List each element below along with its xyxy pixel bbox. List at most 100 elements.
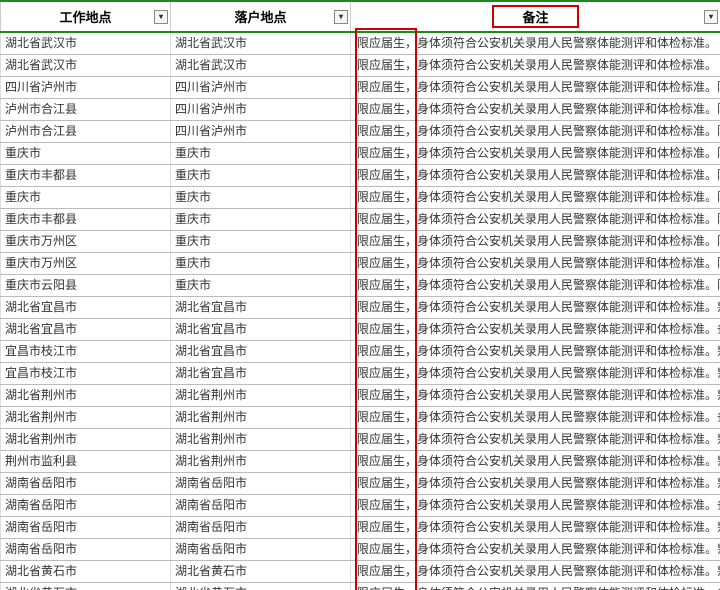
cell-residence-location[interactable]: 湖北省宜昌市: [171, 319, 351, 341]
cell-work-location[interactable]: 湖北省宜昌市: [1, 319, 171, 341]
cell-remark[interactable]: 限应届生，身体须符合公安机关录用人民警察体能测评和体检标准。熟悉当地: [351, 451, 720, 473]
cell-residence-location[interactable]: 湖北省黄石市: [171, 583, 351, 590]
cell-residence-location[interactable]: 湖北省荆州市: [171, 385, 351, 407]
cell-remark[interactable]: 限应届生，身体须符合公安机关录用人民警察体能测评和体检标准。熟悉当地: [351, 517, 720, 539]
cell-work-location[interactable]: 湖南省岳阳市: [1, 495, 171, 517]
cell-residence-location[interactable]: 湖南省岳阳市: [171, 539, 351, 561]
cell-remark[interactable]: 限应届生，身体须符合公安机关录用人民警察体能测评和体检标准。限重庆户: [351, 275, 720, 297]
cell-residence-location[interactable]: 湖北省宜昌市: [171, 297, 351, 319]
cell-remark[interactable]: 限应届生，身体须符合公安机关录用人民警察体能测评和体检标准。条件较艰: [351, 319, 720, 341]
cell-residence-location[interactable]: 重庆市: [171, 275, 351, 297]
cell-work-location[interactable]: 荆州市监利县: [1, 451, 171, 473]
cell-work-location[interactable]: 湖南省岳阳市: [1, 517, 171, 539]
cell-work-location[interactable]: 四川省泸州市: [1, 77, 171, 99]
cell-residence-location[interactable]: 四川省泸州市: [171, 77, 351, 99]
filter-dropdown-icon[interactable]: ▾: [704, 10, 718, 24]
cell-remark[interactable]: 限应届生，身体须符合公安机关录用人民警察体能测评和体检标准。熟悉当地: [351, 297, 720, 319]
cell-residence-location[interactable]: 重庆市: [171, 165, 351, 187]
cell-work-location[interactable]: 湖北省武汉市: [1, 55, 171, 77]
cell-remark[interactable]: 限应届生，身体须符合公安机关录用人民警察体能测评和体检标准。熟悉当地: [351, 363, 720, 385]
cell-residence-location[interactable]: 湖北省武汉市: [171, 32, 351, 55]
table-row[interactable]: 宜昌市枝江市湖北省宜昌市限应届生，身体须符合公安机关录用人民警察体能测评和体检标…: [1, 341, 720, 363]
cell-work-location[interactable]: 湖南省岳阳市: [1, 539, 171, 561]
header-residence-location[interactable]: 落户地点 ▾: [171, 1, 351, 32]
table-row[interactable]: 泸州市合江县四川省泸州市限应届生，身体须符合公安机关录用人民警察体能测评和体检标…: [1, 99, 720, 121]
cell-remark[interactable]: 限应届生，身体须符合公安机关录用人民警察体能测评和体检标准。限四川户: [351, 77, 720, 99]
cell-residence-location[interactable]: 四川省泸州市: [171, 121, 351, 143]
cell-work-location[interactable]: 湖南省岳阳市: [1, 473, 171, 495]
table-row[interactable]: 重庆市丰都县重庆市限应届生，身体须符合公安机关录用人民警察体能测评和体检标准。限…: [1, 209, 720, 231]
cell-residence-location[interactable]: 湖北省武汉市: [171, 55, 351, 77]
cell-remark[interactable]: 限应届生，身体须符合公安机关录用人民警察体能测评和体检标准。限重庆户: [351, 143, 720, 165]
cell-remark[interactable]: 限应届生，身体须符合公安机关录用人民警察体能测评和体检标准。限重庆户: [351, 231, 720, 253]
table-row[interactable]: 湖北省武汉市湖北省武汉市限应届生，身体须符合公安机关录用人民警察体能测评和体检标…: [1, 32, 720, 55]
cell-residence-location[interactable]: 湖北省荆州市: [171, 429, 351, 451]
table-row[interactable]: 湖北省黄石市湖北省黄石市限应届生，身体须符合公安机关录用人民警察体能测评和体检标…: [1, 583, 720, 590]
table-row[interactable]: 湖南省岳阳市湖南省岳阳市限应届生，身体须符合公安机关录用人民警察体能测评和体检标…: [1, 539, 720, 561]
table-row[interactable]: 四川省泸州市四川省泸州市限应届生，身体须符合公安机关录用人民警察体能测评和体检标…: [1, 77, 720, 99]
table-row[interactable]: 湖北省荆州市湖北省荆州市限应届生，身体须符合公安机关录用人民警察体能测评和体检标…: [1, 407, 720, 429]
cell-work-location[interactable]: 重庆市万州区: [1, 253, 171, 275]
cell-remark[interactable]: 限应届生，身体须符合公安机关录用人民警察体能测评和体检标准。: [351, 55, 720, 77]
header-work-location[interactable]: 工作地点 ▾: [1, 1, 171, 32]
cell-remark[interactable]: 限应届生，身体须符合公安机关录用人民警察体能测评和体检标准。限四川户: [351, 121, 720, 143]
cell-remark[interactable]: 限应届生，身体须符合公安机关录用人民警察体能测评和体检标准。熟悉当地: [351, 341, 720, 363]
cell-residence-location[interactable]: 重庆市: [171, 209, 351, 231]
cell-remark[interactable]: 限应届生，身体须符合公安机关录用人民警察体能测评和体检标准。限重庆户: [351, 187, 720, 209]
cell-work-location[interactable]: 重庆市丰都县: [1, 209, 171, 231]
cell-work-location[interactable]: 湖北省荆州市: [1, 429, 171, 451]
cell-remark[interactable]: 限应届生，身体须符合公安机关录用人民警察体能测评和体检标准。限重庆户: [351, 253, 720, 275]
cell-remark[interactable]: 限应届生，身体须符合公安机关录用人民警察体能测评和体检标准。熟悉当地: [351, 429, 720, 451]
cell-remark[interactable]: 限应届生，身体须符合公安机关录用人民警察体能测评和体检标准。熟悉当地: [351, 473, 720, 495]
cell-work-location[interactable]: 重庆市: [1, 143, 171, 165]
cell-remark[interactable]: 限应届生，身体须符合公安机关录用人民警察体能测评和体检标准。条件较艰: [351, 583, 720, 590]
table-row[interactable]: 湖北省宜昌市湖北省宜昌市限应届生，身体须符合公安机关录用人民警察体能测评和体检标…: [1, 319, 720, 341]
table-row[interactable]: 湖南省岳阳市湖南省岳阳市限应届生，身体须符合公安机关录用人民警察体能测评和体检标…: [1, 495, 720, 517]
cell-work-location[interactable]: 湖北省荆州市: [1, 385, 171, 407]
cell-residence-location[interactable]: 湖北省宜昌市: [171, 363, 351, 385]
table-row[interactable]: 湖北省黄石市湖北省黄石市限应届生，身体须符合公安机关录用人民警察体能测评和体检标…: [1, 561, 720, 583]
table-row[interactable]: 重庆市重庆市限应届生，身体须符合公安机关录用人民警察体能测评和体检标准。限重庆户: [1, 143, 720, 165]
table-row[interactable]: 湖南省岳阳市湖南省岳阳市限应届生，身体须符合公安机关录用人民警察体能测评和体检标…: [1, 473, 720, 495]
cell-remark[interactable]: 限应届生，身体须符合公安机关录用人民警察体能测评和体检标准。熟悉当地: [351, 539, 720, 561]
cell-work-location[interactable]: 宜昌市枝江市: [1, 363, 171, 385]
table-row[interactable]: 荆州市监利县湖北省荆州市限应届生，身体须符合公安机关录用人民警察体能测评和体检标…: [1, 451, 720, 473]
filter-dropdown-icon[interactable]: ▾: [154, 10, 168, 24]
table-row[interactable]: 泸州市合江县四川省泸州市限应届生，身体须符合公安机关录用人民警察体能测评和体检标…: [1, 121, 720, 143]
cell-remark[interactable]: 限应届生，身体须符合公安机关录用人民警察体能测评和体检标准。熟悉当地: [351, 561, 720, 583]
cell-residence-location[interactable]: 湖北省宜昌市: [171, 341, 351, 363]
cell-work-location[interactable]: 重庆市: [1, 187, 171, 209]
cell-remark[interactable]: 限应届生，身体须符合公安机关录用人民警察体能测评和体检标准。限四川户: [351, 99, 720, 121]
cell-residence-location[interactable]: 湖北省荆州市: [171, 407, 351, 429]
table-row[interactable]: 湖南省岳阳市湖南省岳阳市限应届生，身体须符合公安机关录用人民警察体能测评和体检标…: [1, 517, 720, 539]
cell-residence-location[interactable]: 湖北省荆州市: [171, 451, 351, 473]
cell-work-location[interactable]: 宜昌市枝江市: [1, 341, 171, 363]
header-remark[interactable]: 备注 ▾: [351, 1, 720, 32]
cell-residence-location[interactable]: 重庆市: [171, 231, 351, 253]
table-row[interactable]: 重庆市重庆市限应届生，身体须符合公安机关录用人民警察体能测评和体检标准。限重庆户: [1, 187, 720, 209]
table-row[interactable]: 重庆市丰都县重庆市限应届生，身体须符合公安机关录用人民警察体能测评和体检标准。限…: [1, 165, 720, 187]
table-row[interactable]: 宜昌市枝江市湖北省宜昌市限应届生，身体须符合公安机关录用人民警察体能测评和体检标…: [1, 363, 720, 385]
table-row[interactable]: 重庆市云阳县重庆市限应届生，身体须符合公安机关录用人民警察体能测评和体检标准。限…: [1, 275, 720, 297]
cell-residence-location[interactable]: 重庆市: [171, 253, 351, 275]
cell-work-location[interactable]: 泸州市合江县: [1, 99, 171, 121]
table-row[interactable]: 重庆市万州区重庆市限应届生，身体须符合公安机关录用人民警察体能测评和体检标准。限…: [1, 253, 720, 275]
cell-work-location[interactable]: 湖北省黄石市: [1, 561, 171, 583]
cell-work-location[interactable]: 泸州市合江县: [1, 121, 171, 143]
cell-work-location[interactable]: 湖北省宜昌市: [1, 297, 171, 319]
cell-remark[interactable]: 限应届生，身体须符合公安机关录用人民警察体能测评和体检标准。限重庆户: [351, 165, 720, 187]
table-row[interactable]: 重庆市万州区重庆市限应届生，身体须符合公安机关录用人民警察体能测评和体检标准。限…: [1, 231, 720, 253]
cell-remark[interactable]: 限应届生，身体须符合公安机关录用人民警察体能测评和体检标准。: [351, 32, 720, 55]
cell-remark[interactable]: 限应届生，身体须符合公安机关录用人民警察体能测评和体检标准。熟悉当地: [351, 385, 720, 407]
table-row[interactable]: 湖北省荆州市湖北省荆州市限应届生，身体须符合公安机关录用人民警察体能测评和体检标…: [1, 385, 720, 407]
cell-work-location[interactable]: 重庆市云阳县: [1, 275, 171, 297]
cell-residence-location[interactable]: 湖北省黄石市: [171, 561, 351, 583]
cell-residence-location[interactable]: 重庆市: [171, 143, 351, 165]
cell-work-location[interactable]: 湖北省武汉市: [1, 32, 171, 55]
cell-work-location[interactable]: 重庆市万州区: [1, 231, 171, 253]
table-row[interactable]: 湖北省武汉市湖北省武汉市限应届生，身体须符合公安机关录用人民警察体能测评和体检标…: [1, 55, 720, 77]
cell-residence-location[interactable]: 四川省泸州市: [171, 99, 351, 121]
cell-work-location[interactable]: 重庆市丰都县: [1, 165, 171, 187]
filter-dropdown-icon[interactable]: ▾: [334, 10, 348, 24]
cell-residence-location[interactable]: 重庆市: [171, 187, 351, 209]
